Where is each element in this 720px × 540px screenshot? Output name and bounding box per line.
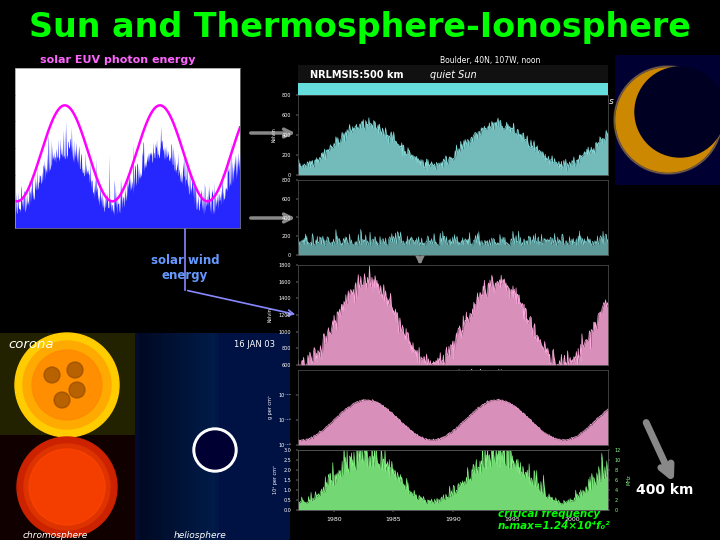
Text: chromosphere: chromosphere [22,530,88,539]
Bar [163,333,171,540]
Bar [167,333,175,540]
Y-axis label: Kelvin: Kelvin [268,308,273,322]
Bar [199,333,207,540]
Text: response to EUV photons: response to EUV photons [500,98,614,106]
Text: 16 JAN 03: 16 JAN 03 [235,340,276,349]
Bar [139,333,147,540]
Bar [159,333,167,540]
Circle shape [69,382,85,398]
Bar [171,333,179,540]
Bar [175,333,183,540]
Bar [0,435,135,540]
Circle shape [635,67,720,157]
Y-axis label: MHz: MHz [626,475,631,485]
Y-axis label: 10⁶ per cm³: 10⁶ per cm³ [273,465,278,495]
Bar [615,55,720,185]
Bar [298,65,608,83]
Text: heliosphere: heliosphere [174,530,226,539]
Circle shape [54,392,70,408]
Bar [195,333,203,540]
Bar [135,333,143,540]
Circle shape [32,350,102,420]
Text: response to particles,
plasma, fields: response to particles, plasma, fields [500,180,598,200]
Circle shape [616,68,720,172]
Bar [147,333,155,540]
Bar [151,333,159,540]
Text: electron density: electron density [430,454,503,462]
Text: quiet Sun: quiet Sun [430,70,477,80]
Text: Boulder, 40N, 107W, noon: Boulder, 40N, 107W, noon [440,56,540,64]
Bar [211,333,219,540]
Circle shape [614,66,720,174]
Text: temperature: temperature [530,267,587,276]
Circle shape [15,333,119,437]
Bar [183,333,191,540]
Bar [298,83,608,95]
Bar [187,333,195,540]
Text: Sun and Thermosphere-Ionosphere: Sun and Thermosphere-Ionosphere [29,11,691,44]
Circle shape [24,444,110,530]
Bar [179,333,187,540]
Circle shape [193,428,237,472]
Bar [191,333,199,540]
Text: 400 km: 400 km [636,483,693,497]
Bar [143,333,151,540]
Text: solar EUV photon energy: solar EUV photon energy [40,55,196,65]
Circle shape [29,449,105,525]
Circle shape [44,367,60,383]
Circle shape [17,437,117,537]
Bar [0,333,135,436]
Bar [155,333,163,540]
Circle shape [196,431,234,469]
Y-axis label: g per cm³: g per cm³ [268,396,273,420]
Circle shape [67,362,83,378]
Text: critical frequency
nₑmax=1.24×10⁴f₀²: critical frequency nₑmax=1.24×10⁴f₀² [498,509,611,531]
Text: NRLMSIS:500 km: NRLMSIS:500 km [310,70,403,80]
Text: neutral density: neutral density [440,368,508,377]
Text: +: + [322,195,338,214]
Bar [203,333,211,540]
Text: +: + [322,105,338,125]
Bar [207,333,215,540]
Text: solar wind
energy: solar wind energy [150,254,220,282]
Circle shape [23,341,111,429]
Y-axis label: Kelvin: Kelvin [271,127,276,143]
Bar [135,333,290,540]
Text: corona: corona [8,338,53,351]
